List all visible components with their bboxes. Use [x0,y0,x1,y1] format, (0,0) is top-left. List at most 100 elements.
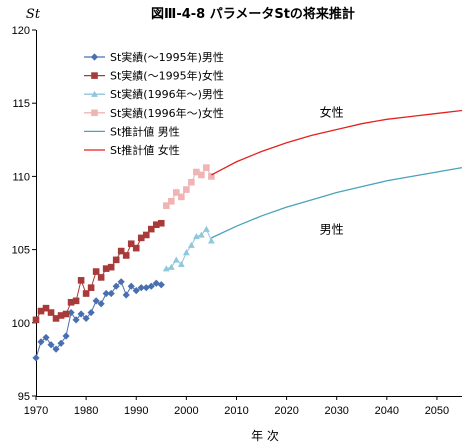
legend-marker-1 [91,72,98,79]
data-point-1-15 [107,263,115,271]
data-point-1-19 [127,240,135,248]
data-point-3-1 [168,197,175,205]
data-point-1-6 [62,310,70,318]
y-tick-label: 110 [12,171,30,183]
legend-label-1: St実績(～1995年)女性 [110,69,224,83]
data-point-2-1 [167,263,175,270]
y-tick-label: 100 [12,318,30,330]
data-point-0-13 [97,300,105,308]
data-point-1-12 [92,268,100,275]
legend-label-5: St推計値 女性 [110,143,180,157]
chart-title: 図Ⅲ-4-8 パラメータStの将来推計 [151,6,355,22]
data-point-3-8 [203,164,210,171]
data-point-2-5 [187,241,195,248]
data-point-0-15 [107,289,115,298]
series-line-2 [166,228,212,270]
data-point-3-9 [208,173,215,180]
data-point-0-21 [137,284,145,292]
y-tick-label: 120 [12,25,30,37]
data-point-1-5 [57,312,65,319]
series-line-3 [165,166,212,207]
data-point-0-8 [72,316,80,324]
data-point-3-6 [193,168,200,176]
data-point-0-18 [122,291,130,299]
data-point-1-3 [47,309,55,316]
y-axis-label: St [26,7,41,22]
data-point-2-4 [182,249,190,256]
x-tick-label: 2050 [425,405,449,417]
data-point-1-14 [102,265,110,272]
data-point-1-4 [52,315,60,322]
data-point-3-4 [183,186,190,193]
data-point-0-9 [77,310,85,318]
x-axis-label: 年 次 [251,429,279,443]
annotation-label-0: 女性 [320,104,344,119]
x-tick-label: 2030 [324,405,348,417]
x-tick-label: 2040 [375,405,399,417]
data-point-2-3 [177,260,185,267]
y-tick-label: 115 [12,98,30,110]
data-point-0-2 [42,333,50,342]
data-point-0-5 [57,339,65,347]
data-point-1-11 [87,284,95,291]
legend-label-3: St実績(1996年～)女性 [110,106,224,120]
data-point-1-8 [72,297,80,305]
series-line-4 [211,166,463,239]
data-point-1-13 [97,274,105,281]
data-point-1-7 [67,299,75,306]
x-ticks: 1970 1980 1990 2000 2010 2020 2030 2040 2050 [24,396,449,417]
data-point-3-2 [173,189,180,196]
y-tick-label: 105 [12,245,30,257]
data-point-0-14 [102,289,110,298]
legend-label-0: St実績(～1995年)男性 [110,50,224,64]
data-point-2-8 [203,225,210,232]
data-point-0-16 [112,282,120,290]
data-point-0-1 [37,338,45,346]
data-point-1-23 [147,225,155,233]
legend: St実績(～1995年)男性 St実績(～1995年)女性 St実績(1996年～)… [84,50,224,157]
data-point-0-23 [147,282,155,290]
legend-marker-3 [91,109,98,117]
plot-area [32,109,463,362]
data-point-0-3 [47,341,55,349]
y-ticks: 95 100 105 110 115 120 [12,25,36,403]
x-tick-label: 2020 [274,405,298,417]
data-point-3-7 [198,171,205,179]
data-point-1-21 [137,234,145,242]
x-tick-label: 1980 [74,405,98,417]
data-point-1-2 [42,304,50,312]
series-line-5 [211,109,463,176]
data-point-0-25 [157,281,165,289]
data-point-1-0 [32,316,40,324]
data-point-2-7 [197,231,205,238]
data-point-1-25 [157,219,165,227]
x-tick-label: 1990 [124,405,148,417]
data-point-0-17 [117,278,125,286]
annotation-label-1: 男性 [320,222,344,236]
x-tick-label: 2000 [174,405,198,417]
data-point-0-4 [52,345,60,353]
data-point-0-24 [152,279,160,287]
data-point-0-12 [92,297,100,305]
data-point-0-0 [32,354,40,362]
data-point-3-5 [188,178,195,186]
data-point-1-1 [37,307,45,315]
y-tick-label: 95 [18,391,30,403]
legend-marker-0 [90,53,99,61]
data-point-0-11 [87,308,95,317]
data-point-1-22 [142,231,150,239]
legend-label-2: St実績(1996年～)男性 [110,87,224,101]
data-point-3-3 [178,193,185,201]
data-point-3-0 [163,202,170,209]
data-point-1-18 [122,252,130,259]
legend-marker-2 [91,90,98,97]
data-point-1-16 [112,256,120,264]
data-point-1-10 [82,290,90,297]
data-point-2-2 [172,256,180,263]
legend-label-4: St推計値 男性 [110,124,180,138]
x-tick-label: 2010 [224,405,248,417]
data-point-2-9 [208,237,215,244]
data-point-0-20 [132,286,140,295]
